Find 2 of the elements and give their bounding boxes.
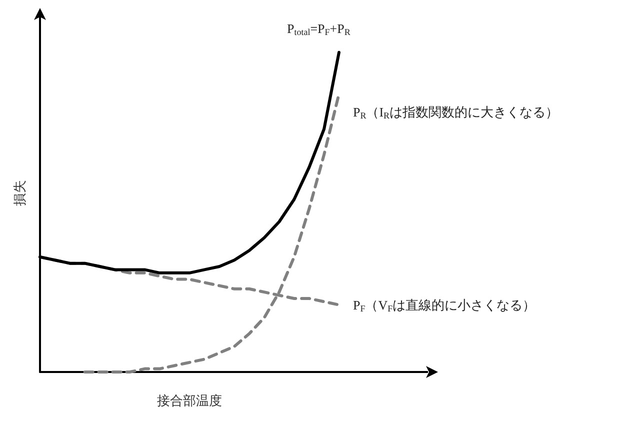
x-axis-title: 接合部温度 xyxy=(157,393,222,408)
y-axis-title: 損失 xyxy=(12,180,27,206)
